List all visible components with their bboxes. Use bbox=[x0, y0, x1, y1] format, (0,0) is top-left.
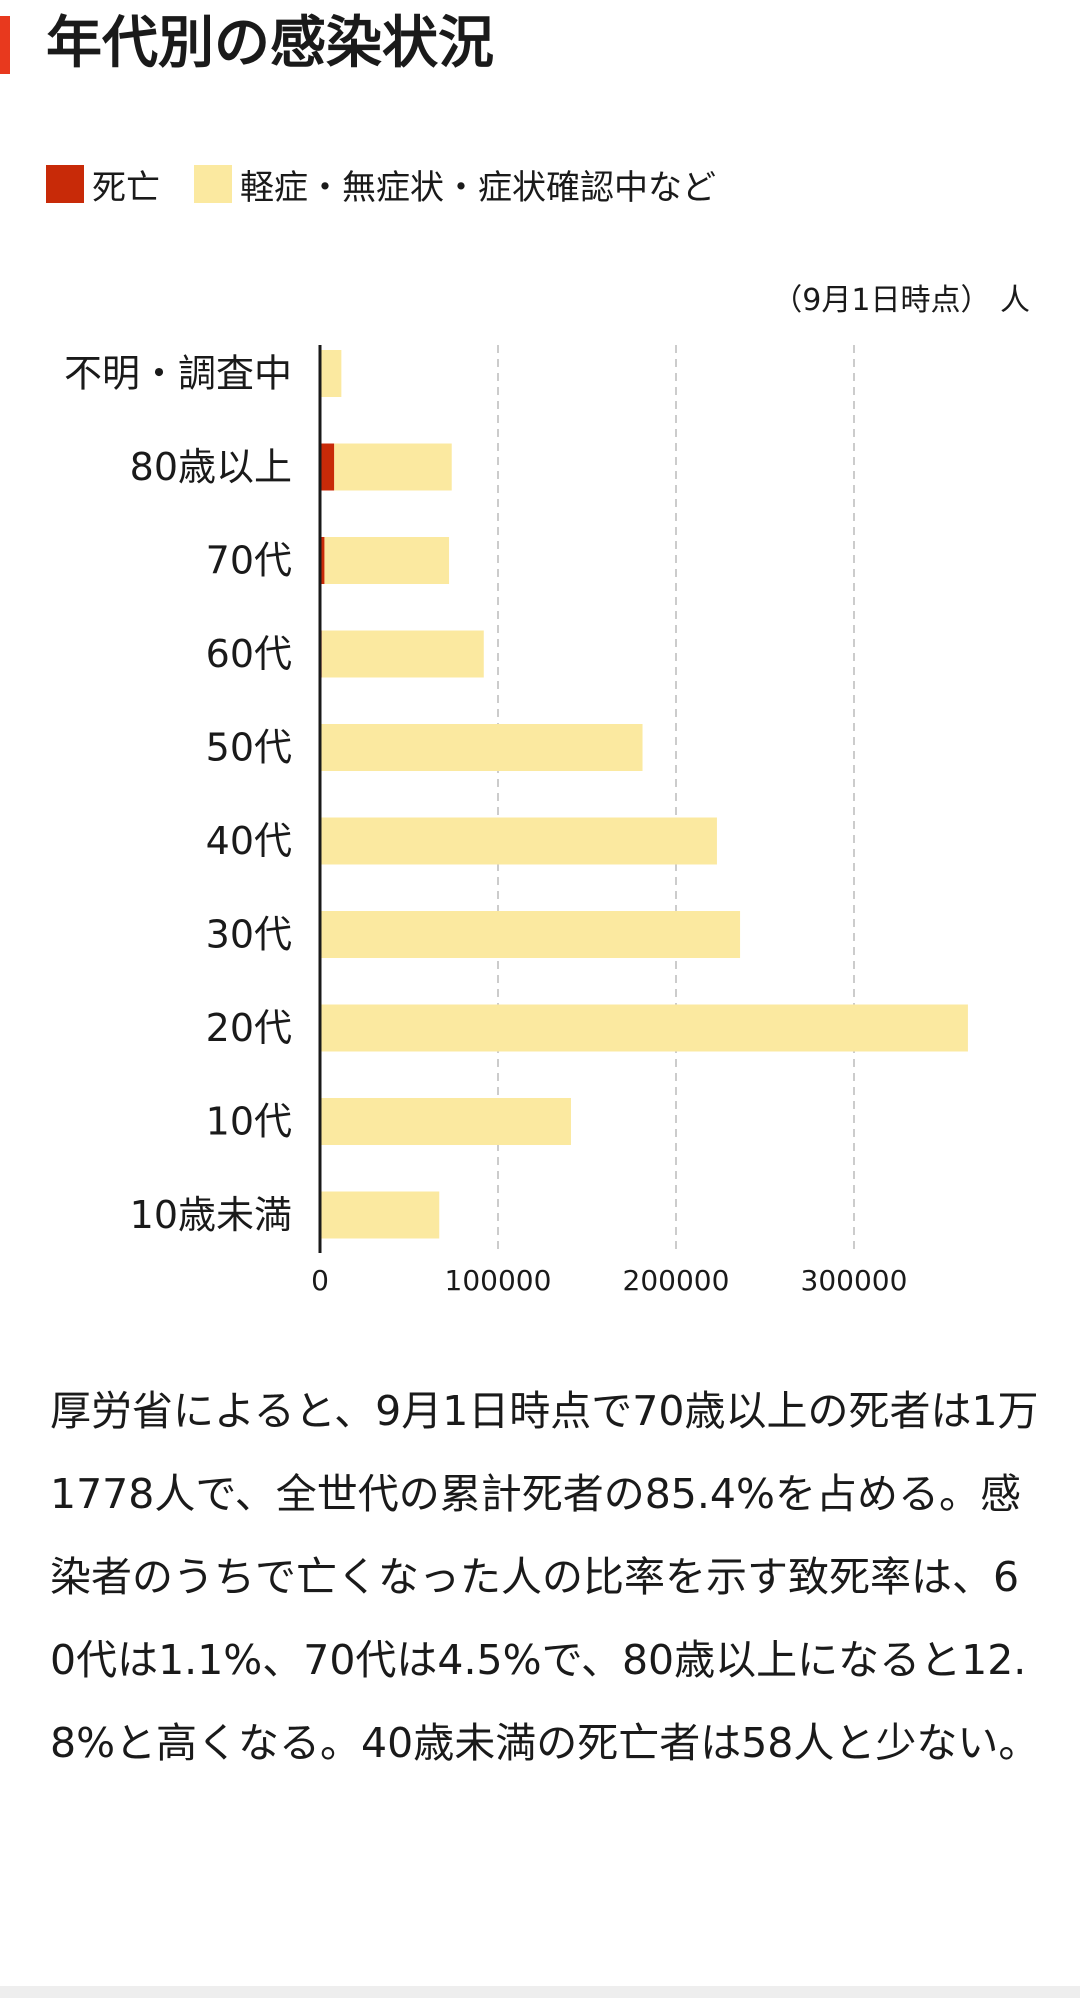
bar-mild bbox=[321, 630, 484, 678]
bar-mild bbox=[320, 1004, 968, 1052]
article-paragraph: 厚労省によると、9月1日時点で70歳以上の死者は1万1778人で、全世代の累計死… bbox=[50, 1387, 1040, 1767]
category-label: 60代 bbox=[206, 632, 292, 676]
bar-mild bbox=[320, 817, 717, 865]
category-label: 70代 bbox=[206, 539, 292, 583]
bar-mild bbox=[320, 1191, 440, 1239]
legend-swatch-mild bbox=[194, 165, 232, 203]
bar-chart: （9月1日時点） 人不明・調査中 80歳以上 70代 60代 50代 40代 30代 20代 1… bbox=[0, 265, 1080, 1310]
category-label: 10歳未満 bbox=[130, 1193, 292, 1237]
category-label: 80歳以上 bbox=[130, 445, 292, 489]
x-tick-label: 100000 bbox=[445, 1264, 552, 1297]
bar-mild bbox=[320, 911, 741, 958]
chart-legend: 死亡 軽症・無症状・症状確認中など bbox=[46, 160, 716, 209]
legend-label-mild: 軽症・無症状・症状確認中など bbox=[240, 167, 716, 208]
category-label: 40代 bbox=[206, 819, 292, 863]
category-label: 10代 bbox=[206, 1100, 292, 1144]
chart-title: 年代別の感染状況 bbox=[46, 11, 494, 76]
x-tick-label: 300000 bbox=[801, 1264, 908, 1297]
bar-death bbox=[320, 443, 335, 491]
bar-mild bbox=[320, 1098, 571, 1145]
category-label: 20代 bbox=[206, 1006, 292, 1050]
title-accent-bar bbox=[0, 16, 10, 74]
x-tick-label: 200000 bbox=[623, 1264, 730, 1297]
x-tick-label: 0 bbox=[311, 1264, 329, 1297]
category-label: 30代 bbox=[206, 913, 292, 957]
category-label: 50代 bbox=[206, 726, 292, 770]
legend-label-death: 死亡 bbox=[92, 167, 160, 208]
bar-mild bbox=[320, 350, 342, 397]
bar-mild bbox=[320, 724, 643, 771]
bottom-divider bbox=[0, 1986, 1080, 1998]
legend-item-mild: 軽症・無症状・症状確認中など bbox=[194, 160, 716, 209]
legend-swatch-death bbox=[46, 165, 84, 203]
category-label: 不明・調査中 bbox=[64, 352, 292, 396]
bar-chart-svg: （9月1日時点） 人不明・調査中 80歳以上 70代 60代 50代 40代 30代 20代 1… bbox=[64, 283, 1030, 1297]
bar-death bbox=[320, 537, 325, 584]
chart-note: （9月1日時点） 人 bbox=[772, 283, 1030, 318]
legend-item-death: 死亡 bbox=[46, 160, 160, 209]
bar-mild bbox=[334, 443, 452, 491]
bar-mild bbox=[324, 537, 450, 584]
